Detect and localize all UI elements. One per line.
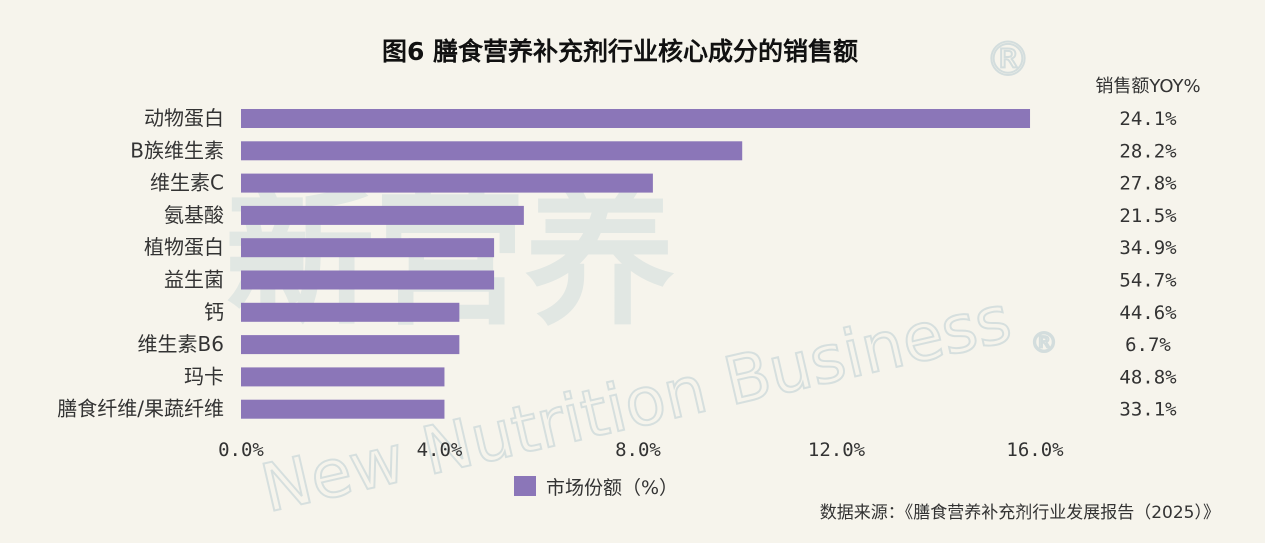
yoy-value: 44.6% [1119, 302, 1177, 324]
yoy-labels: 24.1% 28.2% 27.8% 21.5% 34.9% 54.7% 44.6% 6.7% 4… [1119, 108, 1177, 421]
bar-4 [241, 238, 495, 258]
category-label: 维生素C [150, 171, 224, 195]
category-label: B族维生素 [130, 138, 224, 162]
legend-label: 市场份额（%） [546, 477, 678, 499]
yoy-value: 6.7% [1125, 334, 1171, 356]
bar-6 [241, 302, 460, 322]
x-tick-label: 12.0% [808, 439, 866, 461]
legend: 市场份额（%） [514, 476, 678, 499]
watermark-registered-mark: ® [985, 32, 1031, 86]
bar-8 [241, 367, 445, 387]
x-axis-ticks: 0.0% 4.0% 8.0% 12.0% 16.0% [218, 439, 1064, 461]
category-label: 动物蛋白 [144, 106, 224, 130]
bar-2 [241, 173, 653, 193]
yoy-value: 34.9% [1119, 237, 1177, 259]
yoy-value: 28.2% [1119, 140, 1177, 162]
bar-7 [241, 335, 460, 355]
yoy-value: 54.7% [1119, 270, 1177, 292]
watermark-registered-mark-small: ® [1030, 326, 1058, 359]
yoy-value: 24.1% [1119, 108, 1177, 130]
category-label: 植物蛋白 [144, 235, 224, 259]
category-label: 钙 [204, 300, 224, 324]
legend-swatch [514, 476, 536, 496]
category-label: 益生菌 [164, 268, 224, 292]
bar-3 [241, 205, 524, 225]
x-tick-label: 0.0% [218, 439, 264, 461]
category-label: 膳食纤维/果蔬纤维 [57, 397, 224, 421]
bar-0 [241, 109, 1031, 128]
yoy-value: 33.1% [1119, 399, 1177, 421]
yoy-value: 21.5% [1119, 205, 1177, 227]
bar-5 [241, 270, 495, 290]
x-tick-label: 16.0% [1006, 439, 1064, 461]
x-tick-label: 4.0% [417, 439, 463, 461]
yoy-header: 销售额YOY% [1095, 76, 1200, 97]
yoy-value: 27.8% [1119, 173, 1177, 195]
source-note: 数据来源：《膳食营养补充剂行业发展报告（2025）》 [820, 503, 1220, 523]
bar-1 [241, 141, 743, 161]
bar-9 [241, 399, 445, 419]
category-label: 玛卡 [184, 364, 224, 388]
category-label: 氨基酸 [164, 203, 224, 227]
yoy-value: 48.8% [1119, 366, 1177, 388]
bars-group [241, 109, 1031, 419]
chart-title: 图6 膳食营养补充剂行业核心成分的销售额 [382, 37, 858, 66]
x-tick-label: 8.0% [615, 439, 661, 461]
category-label: 维生素B6 [138, 332, 224, 356]
